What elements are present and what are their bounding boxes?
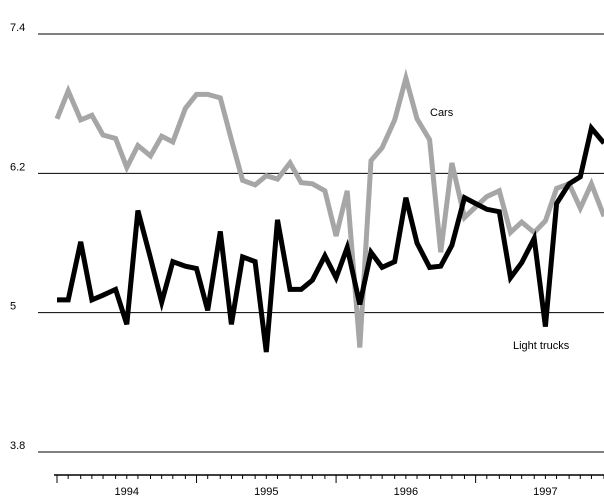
series-label: Light trucks <box>513 340 570 352</box>
x-tick-label: 1995 <box>254 486 278 496</box>
y-tick-label: 6.2 <box>10 161 25 173</box>
x-tick-label: 1996 <box>394 486 418 496</box>
series-line <box>54 68 604 348</box>
y-tick-label: 5 <box>10 301 16 313</box>
y-tick-label: 3.8 <box>10 440 25 452</box>
series-label: Cars <box>430 107 454 119</box>
y-tick-label: 7.4 <box>10 22 25 34</box>
x-tick-label: 1994 <box>115 486 139 496</box>
series-line <box>57 122 604 353</box>
x-tick-label: 1997 <box>533 486 557 496</box>
